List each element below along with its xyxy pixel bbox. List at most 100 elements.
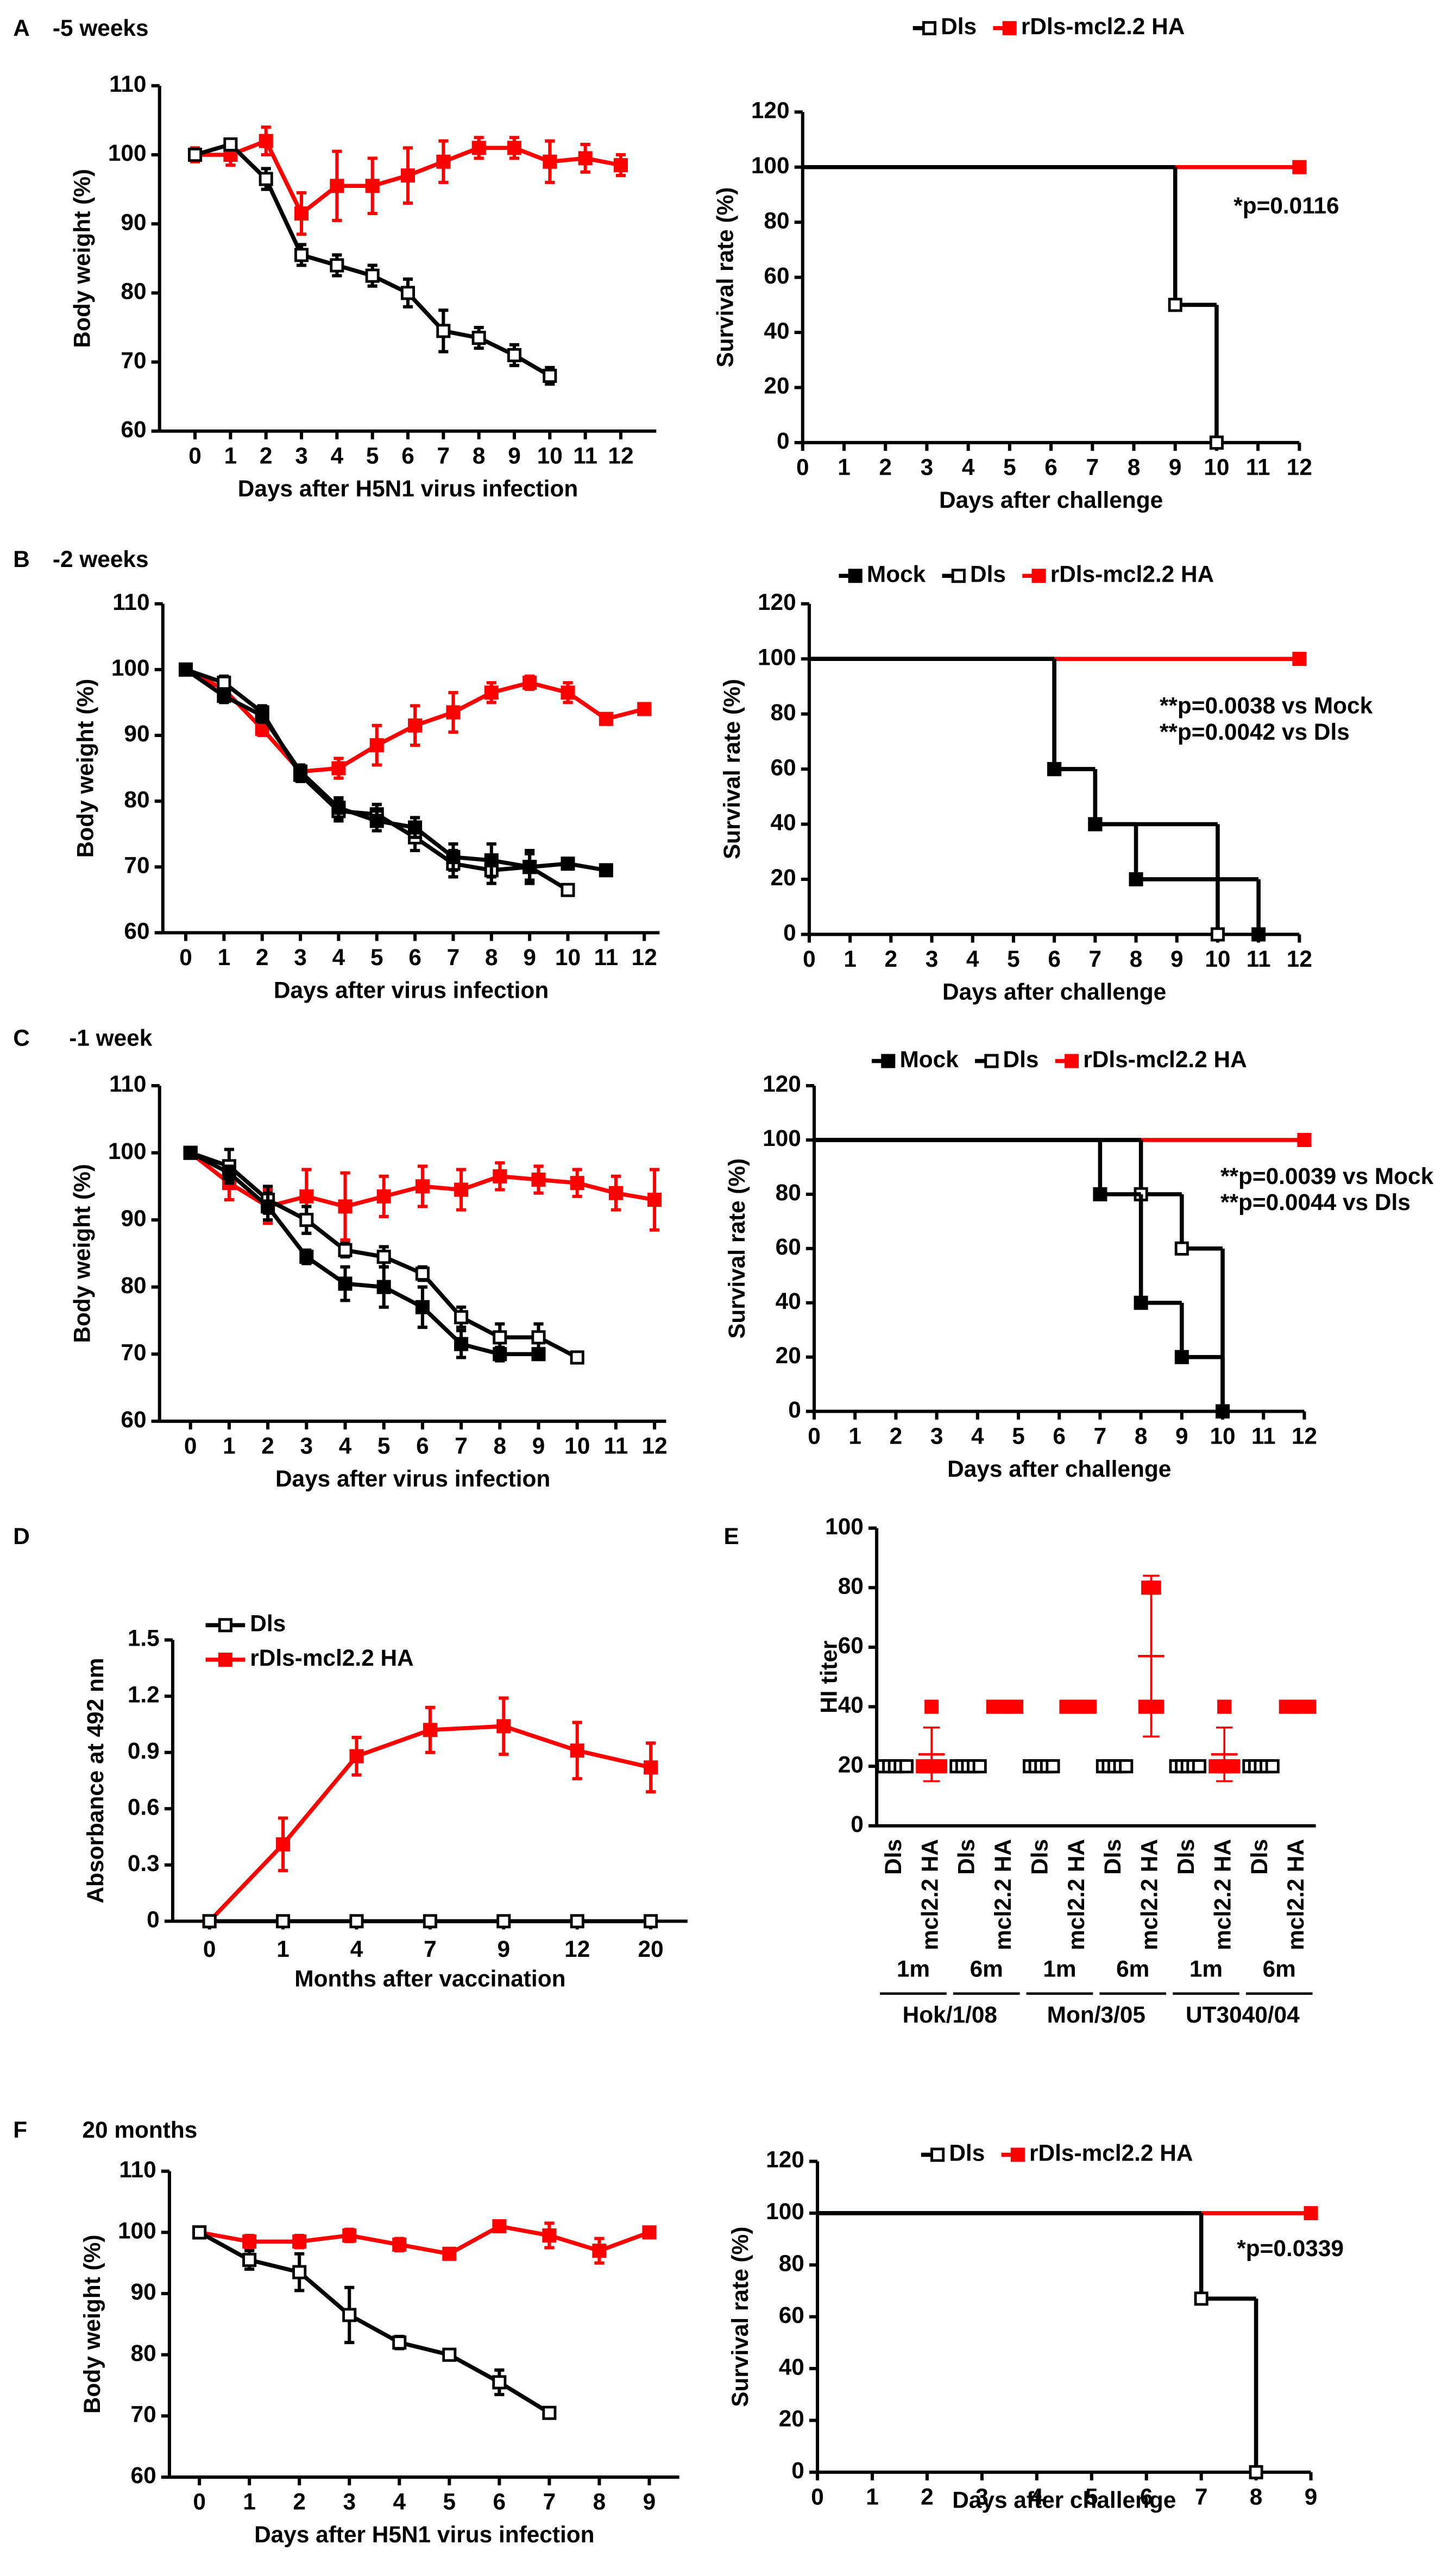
marker [531,1330,546,1345]
legend-marker [218,1618,232,1633]
x-tick-label: 10 [537,443,563,468]
x-tick-label: 1 [866,2484,879,2510]
x-tick-label: 9 [523,944,536,970]
marker [446,705,461,720]
x-tick-label: 7 [455,1433,468,1458]
legend-marker [1031,569,1046,583]
series-line [207,1724,651,1923]
x-tick-label: 6 [1048,946,1061,972]
strain-label: Hok/1/08 [903,2002,997,2027]
x-tick-label: 2 [885,946,898,972]
y-tick-label: 100 [763,1125,801,1151]
x-tick-label: 9 [1170,946,1184,972]
y-tick-label: 40 [776,1288,801,1314]
y-tick-label: 60 [124,918,149,944]
y-tick-label: 80 [764,207,789,233]
x-tick-label: Dls [1173,1839,1199,1875]
y-tick-label: 70 [121,348,146,373]
marker [415,1266,430,1281]
marker [592,2244,607,2258]
annotation: **p=0.0038 vs Mock [1160,693,1373,719]
panel-label: A [13,15,30,41]
x-tick-label: 0 [188,443,202,468]
x-tick-label: 0 [808,1423,821,1448]
marker [561,685,575,700]
marker [642,2225,657,2240]
annotation: *p=0.0339 [1237,2235,1344,2261]
marker [1009,1699,1024,1714]
x-tick-label: 6 [1053,1423,1066,1448]
x-tick-label: 3 [294,944,307,970]
y-tick-label: 60 [779,2302,804,2328]
marker [613,158,628,173]
marker [1216,1404,1230,1419]
y-tick-label: 120 [758,589,796,615]
y-tick-label: 20 [779,2406,804,2432]
x-tick-label: 7 [1195,2484,1208,2510]
marker [507,141,522,155]
panel-label: E [723,1523,739,1549]
marker [1174,1350,1189,1364]
marker [183,1145,198,1160]
x-axis-label: Days after challenge [952,2487,1176,2513]
x-tick-label: 11 [1246,455,1270,480]
series-line [199,2224,650,2256]
x-tick-label: 10 [1210,1423,1235,1448]
marker [292,2265,307,2279]
legend-marker [930,2147,945,2162]
y-tick-label: 60 [121,1407,146,1432]
marker [1082,1699,1097,1714]
y-tick-label: 100 [118,2218,156,2244]
x-tick-label: 4 [1030,2484,1043,2510]
marker [292,2234,307,2249]
legend-label: rDls-mcl2.2 HA [1083,1047,1247,1072]
y-tick-label: 70 [124,852,149,878]
x-tick-label: 5 [1003,455,1016,480]
x-tick-label: 12 [642,1433,668,1458]
marker [471,331,486,345]
marker [543,154,557,169]
x-tick-label: 3 [930,1423,943,1448]
marker [276,1914,291,1929]
legend-marker [984,1054,999,1068]
marker [376,1250,391,1264]
marker [1174,1241,1189,1256]
x-tick-label: 9 [1175,1423,1188,1448]
marker [1194,2291,1208,2306]
marker [188,147,203,162]
x-tick-label: 0 [193,2489,206,2515]
x-axis-label: Days after virus infection [274,978,549,1003]
sd-bar [1216,1727,1233,1783]
x-tick-label: 4 [339,1433,352,1458]
marker [1149,1699,1165,1714]
y-tick-label: 60 [771,754,796,780]
x-tick-label: 10 [555,944,581,970]
marker [223,137,238,152]
legend-label: Mock [867,561,926,587]
x-tick-label: 7 [1094,1423,1107,1448]
marker [338,1276,353,1291]
legend-label: Dls [250,1611,286,1636]
marker [222,1166,236,1180]
x-tick-label: 4 [393,2489,406,2515]
y-tick-label: 0 [777,428,790,454]
marker [1192,1759,1207,1774]
x-tick-label: 0 [203,1936,216,1962]
marker [543,368,557,383]
marker [1292,160,1307,174]
y-tick-label: 90 [121,209,146,235]
x-tick-label: 8 [473,443,486,468]
panel-label: D [13,1523,30,1549]
x-tick-label: 0 [796,455,809,480]
x-tick-label: 6 [416,1433,429,1458]
x-tick-label: 5 [1085,2484,1098,2510]
y-tick-label: 0.9 [128,1738,160,1763]
x-tick-label: 5 [377,1433,391,1458]
marker [415,1300,430,1314]
x-axis-label: Days after challenge [947,1456,1171,1482]
y-axis-label: Body weight (%) [70,169,95,348]
y-tick-label: 90 [131,2279,156,2304]
x-tick-label: 11 [573,443,597,468]
x-tick-label: 8 [1128,455,1141,480]
